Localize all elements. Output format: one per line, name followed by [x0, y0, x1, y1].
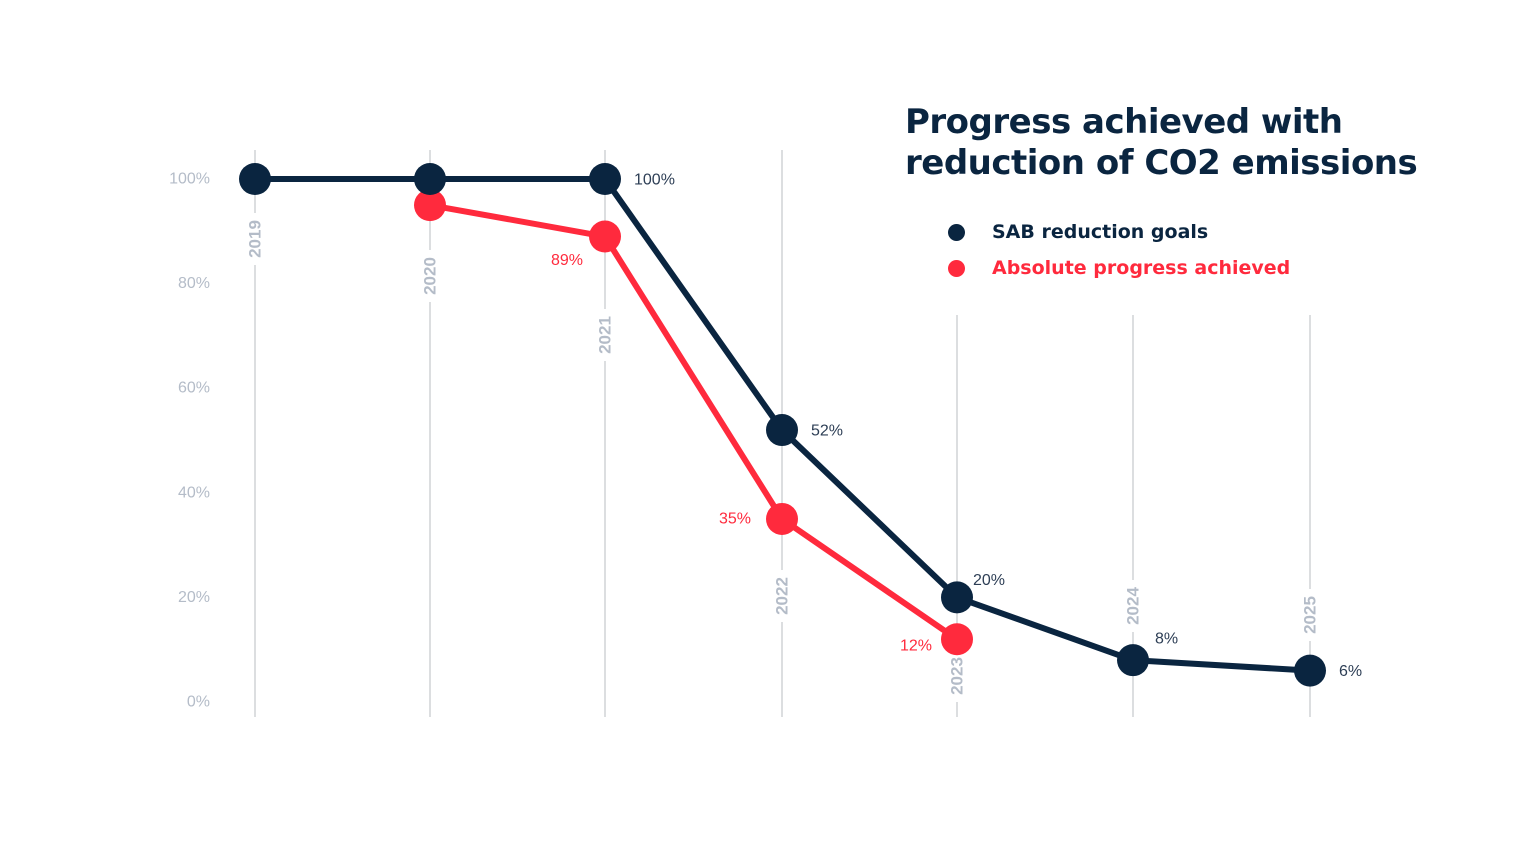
data-label: 100% — [634, 172, 675, 189]
x-tick-label: 2022 — [773, 577, 792, 615]
data-label: 6% — [1339, 663, 1362, 680]
x-axis-ticks: 2019 2020 2021 2022 2023 2024 2025 — [246, 220, 1320, 695]
data-label: 35% — [719, 510, 751, 527]
series-absolute-progress-achieved — [414, 189, 973, 656]
chart-title-line-1: Progress achieved with — [905, 102, 1343, 142]
y-tick-label: 0% — [187, 694, 210, 711]
data-point — [766, 502, 798, 535]
legend-marker-icon — [948, 259, 965, 277]
x-tick-label: 2025 — [1301, 596, 1320, 634]
chart-title-line-2: reduction of CO2 emissions — [905, 143, 1418, 183]
x-tick-label: 2024 — [1124, 587, 1143, 625]
series-sab-reduction-goals — [239, 163, 1326, 687]
series — [239, 163, 1326, 687]
data-point — [1294, 654, 1326, 687]
data-labels: 89% 35% 12% 100% 52% 20% 8% 6% — [551, 172, 1362, 681]
legend-label: SAB reduction goals — [992, 221, 1209, 243]
y-tick-label: 40% — [178, 484, 210, 501]
x-tick-label: 2023 — [948, 657, 967, 695]
chart-title: Progress achieved with reduction of CO2 … — [905, 102, 1418, 184]
data-point — [589, 220, 621, 253]
data-point — [589, 163, 621, 195]
legend-item-progress: Absolute progress achieved — [948, 250, 1290, 286]
legend: SAB reduction goals Absolute progress ac… — [948, 214, 1290, 286]
data-point — [941, 581, 973, 614]
data-label: 20% — [973, 572, 1005, 589]
y-tick-label: 100% — [169, 171, 210, 188]
data-point — [239, 163, 271, 195]
legend-marker-icon — [948, 223, 965, 241]
data-label: 89% — [551, 252, 583, 269]
y-tick-label: 20% — [178, 589, 210, 606]
data-point — [766, 414, 798, 447]
legend-label: Absolute progress achieved — [992, 257, 1291, 279]
y-tick-label: 60% — [178, 380, 210, 397]
data-point — [1117, 644, 1149, 677]
y-tick-label: 80% — [178, 275, 210, 292]
data-label: 12% — [900, 638, 932, 655]
data-point — [414, 163, 446, 195]
y-axis-ticks: 0% 20% 40% 60% 80% 100% — [169, 171, 210, 711]
data-point — [941, 623, 973, 656]
data-label: 52% — [811, 423, 843, 440]
series-line — [429, 202, 959, 642]
x-tick-label: 2021 — [596, 316, 615, 354]
data-point — [414, 189, 446, 222]
legend-item-goals: SAB reduction goals — [948, 214, 1290, 250]
x-tick-label: 2019 — [246, 220, 265, 258]
x-tick-label: 2020 — [421, 257, 440, 295]
data-label: 8% — [1155, 631, 1178, 648]
